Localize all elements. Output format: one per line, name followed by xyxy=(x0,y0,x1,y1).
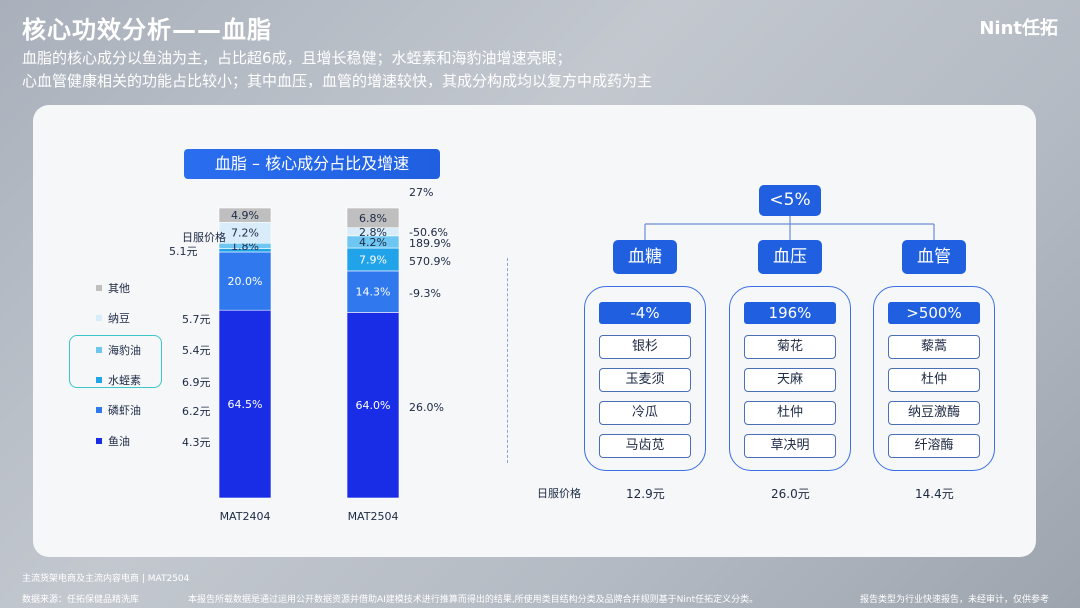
category-node: 血糖 xyxy=(613,240,677,274)
ingredient-item: 银杉 xyxy=(599,335,691,359)
bar-data-label: 64.0% xyxy=(356,399,391,412)
growth-label: 26.0% xyxy=(409,401,444,414)
price-label: 5.7元 xyxy=(182,313,211,326)
ingredient-item: 玉麦须 xyxy=(599,368,691,392)
daily-price-label: 日服价格 xyxy=(537,487,581,500)
price-label: 6.9元 xyxy=(182,376,211,389)
legend-item: 海豹油 xyxy=(96,342,141,358)
bar-segment-MAT2404-0 xyxy=(218,309,272,499)
legend-label: 水蛭素 xyxy=(108,374,141,387)
legend-item: 纳豆 xyxy=(96,310,130,326)
bar-data-label: 14.3% xyxy=(356,286,391,299)
bar-data-label: 2.8% xyxy=(359,226,387,239)
price-label: 6.2元 xyxy=(182,405,211,418)
category-node: 血压 xyxy=(758,240,822,274)
legend-swatch xyxy=(96,377,102,383)
legend-label: 海豹油 xyxy=(108,344,141,357)
legend-item: 鱼油 xyxy=(96,433,130,449)
other-price: 5.1元 xyxy=(169,245,198,258)
growth-label: 189.9% xyxy=(409,237,451,250)
group-price: 26.0元 xyxy=(771,487,810,501)
ingredient-item: 草决明 xyxy=(744,434,836,458)
ingredient-item: 杜仲 xyxy=(888,368,980,392)
growth-label: -50.6% xyxy=(409,226,448,239)
legend-swatch xyxy=(96,407,102,413)
growth-label: 570.9% xyxy=(409,255,451,268)
footer-disclaimer: 本报告所载数据是通过运用公开数据资源并借助AI建模技术进行推算而得出的结果,所使… xyxy=(188,595,759,605)
price-header: 日服价格 xyxy=(182,231,226,244)
bar-data-label: 6.8% xyxy=(359,212,387,225)
ingredient-item: 纳豆激酶 xyxy=(888,401,980,425)
growth-label: 27% xyxy=(409,186,434,199)
bar-data-label: 4.9% xyxy=(231,209,259,222)
legend-item: 其他 xyxy=(96,280,130,296)
footer-source: 数据来源：任拓保健品精洗库 xyxy=(22,595,140,605)
bar-data-label: 7.2% xyxy=(231,227,259,240)
ingredient-item: 马齿苋 xyxy=(599,434,691,458)
bar-segment-MAT2504-0 xyxy=(346,312,400,499)
legend-item: 磷虾油 xyxy=(96,402,141,418)
legend-highlight-box xyxy=(69,335,162,388)
category-node: 血管 xyxy=(902,240,966,274)
legend-swatch xyxy=(96,347,102,353)
subtitle-line-2: 心血管健康相关的功能占比较小；其中血压，血管的增速较快，其成分构成均以复方中成药… xyxy=(22,72,653,90)
legend-item: 水蛭素 xyxy=(96,372,141,388)
price-label: 4.3元 xyxy=(182,436,211,449)
ingredient-item: 菊花 xyxy=(744,335,836,359)
brand-logo: Nint任拓 xyxy=(979,18,1058,39)
growth-label: -9.3% xyxy=(409,287,441,300)
ingredient-item: 纤溶酶 xyxy=(888,434,980,458)
ingredient-item: 藜蒿 xyxy=(888,335,980,359)
x-tick-label: MAT2404 xyxy=(220,510,271,523)
bar-segment-MAT2504-5 xyxy=(346,207,400,229)
bar-data-label: 64.5% xyxy=(228,398,263,411)
legend-swatch xyxy=(96,285,102,291)
legend-label: 其他 xyxy=(108,282,130,295)
chart-title: 血脂 – 核心成分占比及增速 xyxy=(184,149,440,179)
price-label: 5.4元 xyxy=(182,344,211,357)
bar-data-label: 7.9% xyxy=(359,253,387,266)
ingredient-item: 杜仲 xyxy=(744,401,836,425)
x-tick-label: MAT2504 xyxy=(348,510,399,523)
legend-label: 鱼油 xyxy=(108,435,130,448)
footer-note: 主流货架电商及主流内容电商 | MAT2504 xyxy=(22,574,190,584)
subtitle-line-1: 血脂的核心成分以鱼油为主，占比超6成，且增长稳健；水蛭素和海豹油增速亮眼； xyxy=(22,49,572,67)
legend-swatch xyxy=(96,438,102,444)
growth-badge: 196% xyxy=(744,302,836,324)
bar-data-label: 20.0% xyxy=(228,275,263,288)
footer-right: 报告类型为行业快速报告，未经审计，仅供参考 xyxy=(860,595,1050,605)
bar-segment-MAT2404-1 xyxy=(218,251,272,311)
legend-label: 纳豆 xyxy=(108,312,130,325)
group-price: 12.9元 xyxy=(626,487,665,501)
content-card xyxy=(33,105,1036,557)
bar-data-label: 4.2% xyxy=(359,236,387,249)
bar-segment-MAT2404-5 xyxy=(218,207,272,223)
section-divider xyxy=(507,258,508,463)
bar-segment-MAT2504-1 xyxy=(346,270,400,313)
page-title: 核心功效分析——血脂 xyxy=(22,16,272,44)
legend-swatch xyxy=(96,315,102,321)
ingredient-item: 冷瓜 xyxy=(599,401,691,425)
group-price: 14.4元 xyxy=(915,487,954,501)
growth-badge: >500% xyxy=(888,302,980,324)
ingredient-item: 天麻 xyxy=(744,368,836,392)
root-node: <5% xyxy=(759,185,821,216)
legend-label: 磷虾油 xyxy=(108,404,141,417)
growth-badge: -4% xyxy=(599,302,691,324)
